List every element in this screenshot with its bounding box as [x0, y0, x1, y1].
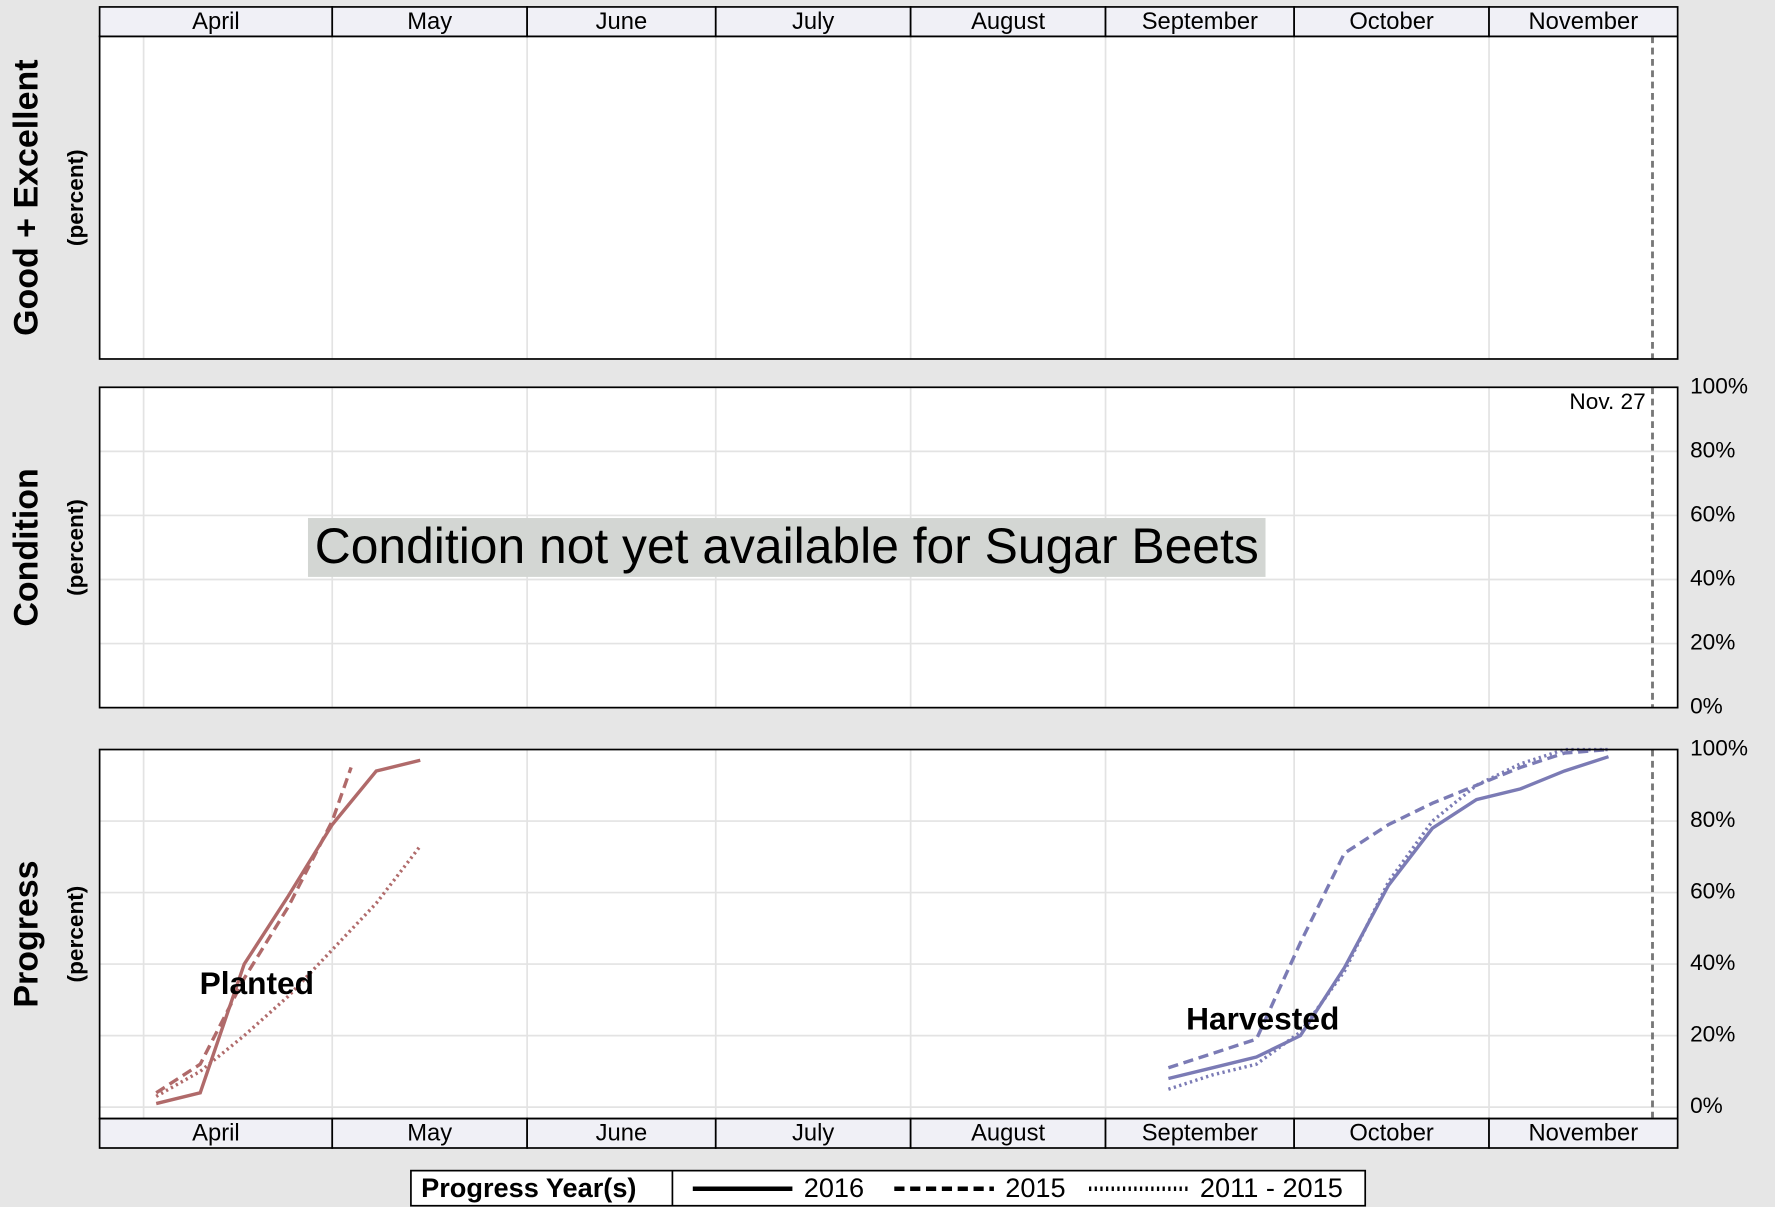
y-axis-subtitle: (percent) [63, 149, 88, 246]
y-axis-subtitle: (percent) [63, 499, 88, 596]
month-box [714, 1117, 912, 1149]
month-label: June [596, 8, 648, 35]
y-tick-label: 100% [1690, 736, 1748, 761]
month-label: May [407, 1120, 452, 1147]
y-axis-subtitle: (percent) [63, 886, 88, 983]
legend-box [410, 1169, 1367, 1207]
panel-border [98, 386, 1679, 709]
y-tick-label: 20% [1690, 630, 1735, 655]
legend-label: 2016 [804, 1172, 864, 1203]
month-label: April [192, 8, 240, 35]
month-box [1488, 6, 1679, 38]
panel [99, 36, 1678, 359]
legend-title: Progress Year(s) [421, 1172, 636, 1203]
y-axis-title: Good + Excellent [7, 59, 45, 335]
message: Condition not yet available for Sugar Be… [315, 518, 1259, 574]
y-tick-label: 80% [1690, 437, 1735, 462]
y-tick-label: 80% [1690, 807, 1735, 832]
month-box [909, 6, 1107, 38]
y-axis-title: Progress [7, 860, 45, 1007]
progress-line [155, 845, 422, 1098]
panel-border [98, 748, 1679, 1120]
month-box [331, 6, 528, 38]
month-box [98, 6, 334, 38]
legend-label: 2015 [1005, 1172, 1065, 1203]
month-label: November [1529, 8, 1639, 35]
month-box [1293, 1117, 1490, 1149]
y-tick-label: 40% [1690, 565, 1735, 590]
message-background [307, 518, 1266, 577]
progress-line [155, 758, 421, 1106]
month-box [1488, 1117, 1679, 1149]
progress-line [155, 766, 353, 1095]
month-box [98, 1117, 334, 1149]
month-label: May [407, 8, 452, 35]
month-box [331, 1117, 528, 1149]
month-label: August [971, 1120, 1045, 1147]
panel-border [98, 35, 1679, 360]
month-box [714, 6, 912, 38]
month-label: September [1142, 1120, 1258, 1147]
month-label: July [792, 1120, 834, 1147]
y-axis-title: Condition [7, 468, 45, 626]
month-label: September [1142, 8, 1258, 35]
y-tick-label: 20% [1690, 1022, 1735, 1047]
month-label: November [1529, 1120, 1639, 1147]
progress-line [1167, 747, 1609, 1070]
y-tick-label: 100% [1690, 373, 1748, 398]
y-tick-label: 60% [1690, 501, 1735, 526]
y-tick-label: 60% [1690, 879, 1735, 904]
legend-label: 2011 - 2015 [1200, 1172, 1343, 1203]
y-tick-label: 0% [1690, 1093, 1723, 1118]
progress-line [1167, 747, 1609, 1091]
month-label: October [1349, 8, 1434, 35]
y-tick-label: 0% [1690, 694, 1723, 719]
month-box [1293, 6, 1490, 38]
y-tick-label: 40% [1690, 950, 1735, 975]
month-label: July [792, 8, 834, 35]
month-label: August [971, 8, 1045, 35]
series-label: Harvested [1186, 1001, 1339, 1037]
month-label: June [596, 1120, 648, 1147]
series-label: Planted [200, 965, 314, 1001]
month-label: October [1349, 1120, 1434, 1147]
panel [99, 749, 1678, 1119]
reference-label: Nov. 27 [1569, 389, 1645, 414]
month-box [1104, 6, 1295, 38]
month-label: April [192, 1120, 240, 1147]
